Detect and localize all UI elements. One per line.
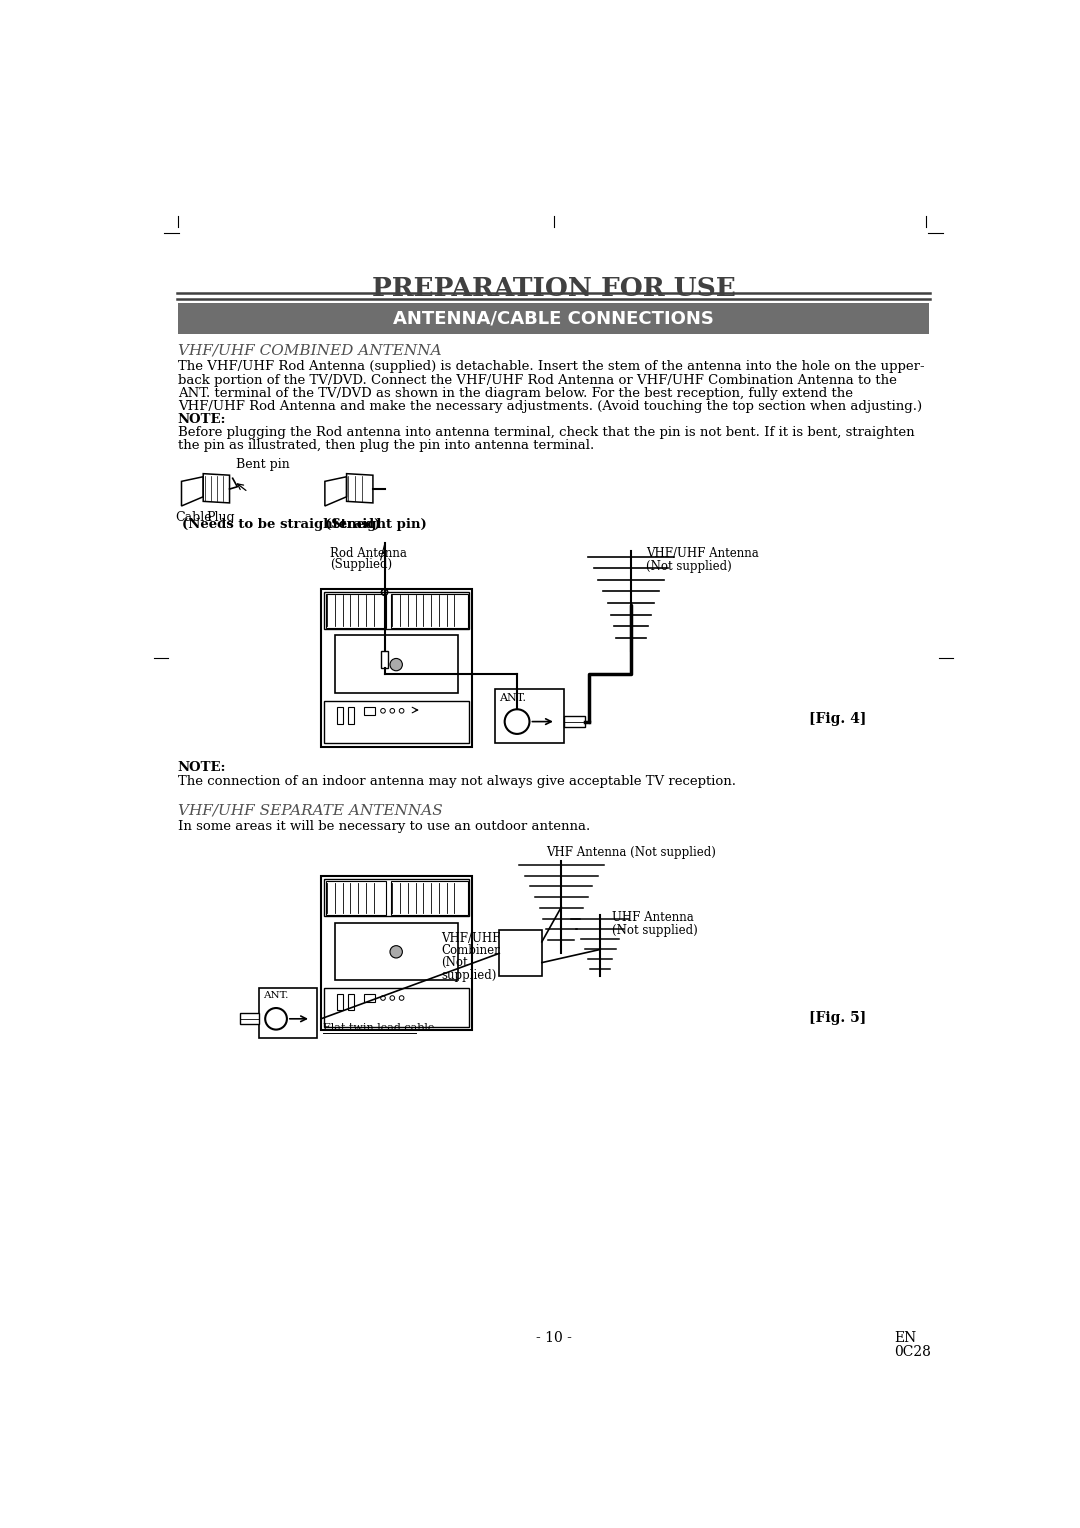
Text: Bent pin: Bent pin	[237, 458, 289, 471]
Bar	[337, 995, 342, 1010]
Text: VHF/UHF SEPARATE ANTENNAS: VHF/UHF SEPARATE ANTENNAS	[177, 804, 443, 817]
Text: Rod Antenna: Rod Antenna	[330, 547, 407, 559]
Text: EN: EN	[894, 1331, 917, 1345]
Text: NOTE:: NOTE:	[177, 761, 226, 773]
Bar	[324, 989, 469, 1027]
Text: Cable: Cable	[175, 510, 212, 524]
Text: [Fig. 5]: [Fig. 5]	[809, 1012, 866, 1025]
Bar	[324, 701, 469, 743]
Bar	[335, 636, 458, 694]
Text: ANT.: ANT.	[262, 992, 288, 1001]
Text: VHF/UHF Rod Antenna and make the necessary adjustments. (Avoid touching the top : VHF/UHF Rod Antenna and make the necessa…	[177, 400, 921, 413]
Text: (Supplied): (Supplied)	[330, 558, 392, 571]
Bar	[564, 717, 585, 727]
Text: The connection of an indoor antenna may not always give acceptable TV reception.: The connection of an indoor antenna may …	[177, 775, 735, 788]
Text: (Straight pin): (Straight pin)	[325, 518, 427, 532]
Text: ANTENNA/CABLE CONNECTIONS: ANTENNA/CABLE CONNECTIONS	[393, 309, 714, 327]
Text: UHF Antenna: UHF Antenna	[611, 911, 693, 924]
Text: [Fig. 4]: [Fig. 4]	[809, 712, 866, 726]
Text: the pin as illustrated, then plug the pin into antenna terminal.: the pin as illustrated, then plug the pi…	[177, 439, 594, 452]
Text: supplied): supplied)	[441, 969, 497, 983]
Text: (Not supplied): (Not supplied)	[611, 924, 698, 937]
Text: (Needs to be straightened): (Needs to be straightened)	[181, 518, 380, 532]
Text: VHF/UHF: VHF/UHF	[441, 932, 500, 944]
Bar	[324, 593, 469, 630]
Bar	[321, 590, 472, 747]
Text: VHF/UHF Antenna: VHF/UHF Antenna	[647, 547, 759, 559]
Bar	[337, 707, 342, 724]
Text: Flat twin lead cable: Flat twin lead cable	[323, 1022, 435, 1033]
Bar	[364, 707, 375, 715]
Bar	[391, 882, 469, 915]
Bar	[496, 689, 564, 743]
Bar	[240, 1013, 259, 1024]
Bar	[391, 594, 469, 628]
Circle shape	[390, 659, 403, 671]
Text: VHF Antenna (Not supplied): VHF Antenna (Not supplied)	[545, 845, 716, 859]
Bar	[326, 882, 387, 915]
Text: (Not: (Not	[441, 957, 468, 969]
Text: In some areas it will be necessary to use an outdoor antenna.: In some areas it will be necessary to us…	[177, 821, 590, 833]
Bar	[177, 303, 930, 333]
Circle shape	[390, 946, 403, 958]
Text: The VHF/UHF Rod Antenna (supplied) is detachable. Insert the stem of the antenna: The VHF/UHF Rod Antenna (supplied) is de…	[177, 361, 924, 373]
Text: NOTE:: NOTE:	[177, 413, 226, 426]
Text: back portion of the TV/DVD. Connect the VHF/UHF Rod Antenna or VHF/UHF Combinati: back portion of the TV/DVD. Connect the …	[177, 373, 896, 387]
Text: Before plugging the Rod antenna into antenna terminal, check that the pin is not: Before plugging the Rod antenna into ant…	[177, 426, 915, 439]
Text: (Not supplied): (Not supplied)	[647, 559, 732, 573]
Bar	[324, 880, 469, 917]
Text: ANT. terminal of the TV/DVD as shown in the diagram below. For the best receptio: ANT. terminal of the TV/DVD as shown in …	[177, 387, 852, 400]
Bar	[364, 995, 375, 1002]
Text: Plug: Plug	[206, 510, 234, 524]
Text: - 10 -: - 10 -	[536, 1331, 571, 1345]
Bar	[321, 877, 472, 1030]
Text: PREPARATION FOR USE: PREPARATION FOR USE	[372, 275, 735, 301]
Text: ANT.: ANT.	[499, 694, 526, 703]
Bar	[499, 931, 542, 976]
Bar	[335, 923, 458, 981]
Bar	[348, 995, 354, 1010]
Text: 0C28: 0C28	[894, 1345, 931, 1358]
Bar	[380, 651, 389, 668]
Bar	[326, 594, 387, 628]
Bar	[259, 989, 318, 1038]
Bar	[348, 707, 354, 724]
Text: VHF/UHF COMBINED ANTENNA: VHF/UHF COMBINED ANTENNA	[177, 344, 442, 358]
Text: Combiner: Combiner	[441, 944, 500, 957]
